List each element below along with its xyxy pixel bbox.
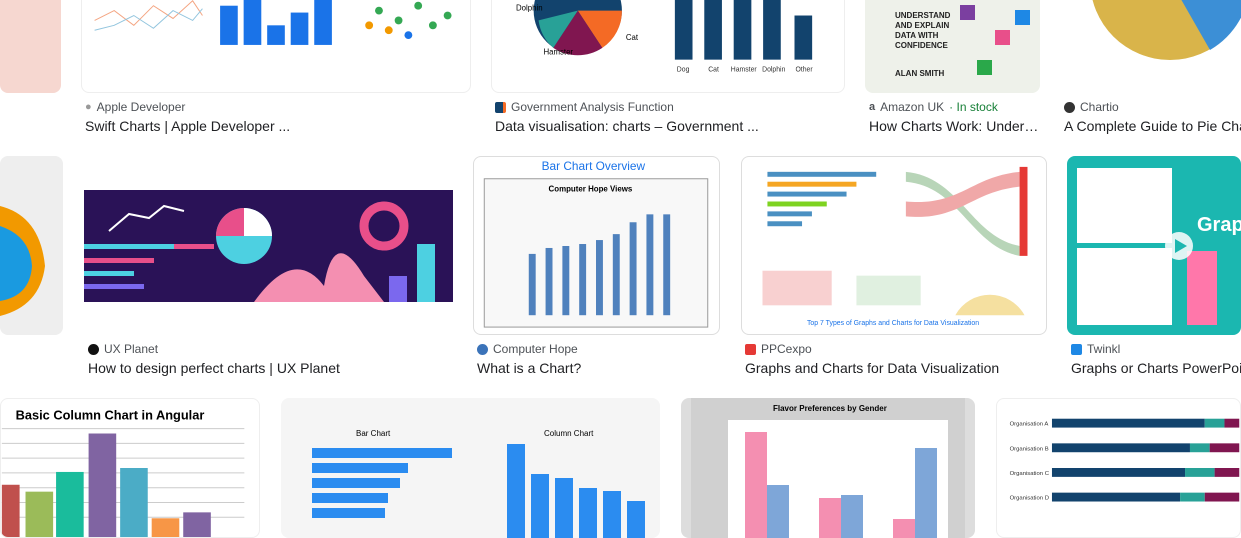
svg-text:Flavor Preferences by Gender: Flavor Preferences by Gender [773, 404, 887, 413]
source-label[interactable]: Government Analysis Function [511, 100, 674, 114]
result-thumb-bar-column[interactable]: Bar Chart Column Chart [281, 398, 660, 538]
result-title[interactable]: How Charts Work: Under… [869, 118, 1039, 134]
svg-text:DATA WITH: DATA WITH [895, 31, 939, 40]
bar [220, 5, 238, 45]
result-title[interactable]: A Complete Guide to Pie Charts [1064, 118, 1241, 134]
result-thumb-ppcexpo[interactable]: Top 7 Types of Graphs and Charts for Dat… [741, 156, 1047, 335]
ux-planet-icon [88, 343, 99, 355]
result-thumb-organisations[interactable]: Organisation A Organisation B Organisation… [996, 398, 1241, 538]
pie-label: Hamster [543, 48, 573, 57]
svg-text:Dog: Dog [677, 66, 690, 73]
svg-text:Computer Hope Views: Computer Hope Views [549, 185, 633, 194]
result-thumb-flavor[interactable]: Flavor Preferences by Gender [681, 398, 975, 538]
result-thumb-book[interactable]: UNDERSTAND AND EXPLAIN DATA WITH CONFIDENCE… [865, 0, 1040, 93]
result-caption-6: Computer Hope What is a Chart? [477, 341, 722, 376]
result-caption-5: UX Planet How to design perfect charts |… [88, 341, 448, 376]
result-thumb-twinkl[interactable]: Grap [1067, 156, 1241, 335]
ppcexpo-icon [745, 343, 756, 355]
result-thumb-6[interactable] [0, 156, 63, 335]
svg-text:CONFIDENCE: CONFIDENCE [895, 41, 949, 50]
amazon-icon: a [869, 101, 876, 113]
result-title[interactable]: Graphs or Charts PowerPoint [1071, 360, 1241, 376]
svg-text:Other: Other [795, 66, 813, 73]
svg-text:Organisation B: Organisation B [1010, 446, 1049, 452]
result-title[interactable]: Swift Charts | Apple Developer ... [85, 118, 291, 134]
result-thumb-swift-charts[interactable] [81, 0, 471, 93]
result-thumb-gov-charts[interactable]: Dolphin Hamster Cat Dog Cat Hamster Dolphin… [491, 0, 845, 93]
source-label[interactable]: Computer Hope [493, 342, 578, 356]
gov-analysis-icon [495, 101, 506, 113]
result-title[interactable]: Graphs and Charts for Data Visualization [745, 360, 1000, 376]
svg-text:Cat: Cat [708, 66, 719, 73]
twinkl-icon [1071, 343, 1082, 355]
result-caption-7: PPCexpo Graphs and Charts for Data Visua… [745, 341, 1045, 376]
source-label[interactable]: UX Planet [104, 342, 159, 356]
result-caption-4: Chartio A Complete Guide to Pie Charts [1064, 99, 1241, 134]
line-series [94, 0, 203, 26]
result-title[interactable]: Data visualisation: charts – Government … [495, 118, 759, 134]
result-title[interactable]: How to design perfect charts | UX Planet [88, 360, 340, 376]
result-thumb-ux-planet[interactable] [84, 156, 453, 335]
computer-hope-icon [477, 343, 488, 355]
result-title[interactable]: What is a Chart? [477, 360, 582, 376]
chart-title: Bar Chart Overview [542, 159, 646, 173]
result-caption-8: Twinkl Graphs or Charts PowerPoint [1071, 341, 1241, 376]
result-caption-3: a Amazon UK · In stock How Charts Work: Un… [869, 99, 1044, 134]
svg-text:Hamster: Hamster [731, 66, 758, 73]
svg-text:UNDERSTAND: UNDERSTAND [895, 11, 951, 20]
svg-text:Basic Column Chart in Angular: Basic Column Chart in Angular [16, 408, 205, 423]
svg-text:Organisation D: Organisation D [1010, 496, 1049, 502]
source-label[interactable]: Chartio [1080, 100, 1119, 114]
result-caption-2: Government Analysis Function Data visual… [495, 99, 845, 134]
apple-icon: ● [85, 101, 92, 113]
source-label[interactable]: PPCexpo [761, 342, 812, 356]
source-label[interactable]: Apple Developer [96, 100, 186, 114]
stock-status: · In stock [949, 100, 998, 114]
svg-text:Organisation A: Organisation A [1010, 422, 1049, 428]
result-thumb-angular[interactable]: Basic Column Chart in Angular [0, 398, 260, 538]
svg-text:Grap: Grap [1197, 214, 1241, 236]
source-label[interactable]: Twinkl [1087, 342, 1121, 356]
svg-text:Dolphin: Dolphin [762, 66, 785, 73]
svg-text:Column Chart: Column Chart [544, 429, 594, 438]
chartio-icon [1064, 101, 1075, 113]
source-label[interactable]: Amazon UK [880, 100, 945, 114]
result-thumb-1[interactable] [0, 0, 61, 93]
result-thumb-computer-hope[interactable]: Bar Chart Overview Computer Hope Views [473, 156, 720, 335]
result-thumb-pie[interactable] [1060, 0, 1241, 93]
svg-text:AND EXPLAIN: AND EXPLAIN [895, 21, 949, 30]
pie-label: Cat [626, 33, 639, 42]
svg-text:Organisation C: Organisation C [1010, 471, 1050, 477]
svg-text:Bar Chart: Bar Chart [356, 429, 391, 438]
svg-text:Top 7 Types of Graphs and Char: Top 7 Types of Graphs and Charts for Dat… [807, 320, 979, 327]
result-caption-1: ● Apple Developer Swift Charts | Apple De… [85, 99, 465, 134]
pie-label: Dolphin [516, 4, 543, 13]
svg-text:ALAN SMITH: ALAN SMITH [895, 69, 945, 78]
